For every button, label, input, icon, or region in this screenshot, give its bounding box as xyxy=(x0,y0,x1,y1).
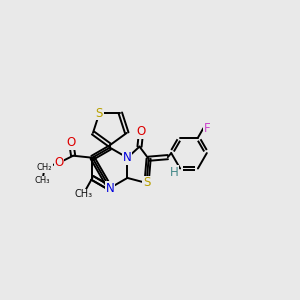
Text: S: S xyxy=(96,106,103,119)
Text: CH₃: CH₃ xyxy=(35,176,50,185)
Text: CH₂: CH₂ xyxy=(37,163,52,172)
Text: F: F xyxy=(204,122,210,134)
Text: O: O xyxy=(67,136,76,149)
Text: O: O xyxy=(54,156,64,169)
Text: S: S xyxy=(143,176,150,190)
Text: H: H xyxy=(169,166,178,179)
Text: N: N xyxy=(123,151,132,164)
Text: CH₃: CH₃ xyxy=(74,189,92,199)
Text: O: O xyxy=(136,125,146,138)
Text: N: N xyxy=(106,182,114,194)
